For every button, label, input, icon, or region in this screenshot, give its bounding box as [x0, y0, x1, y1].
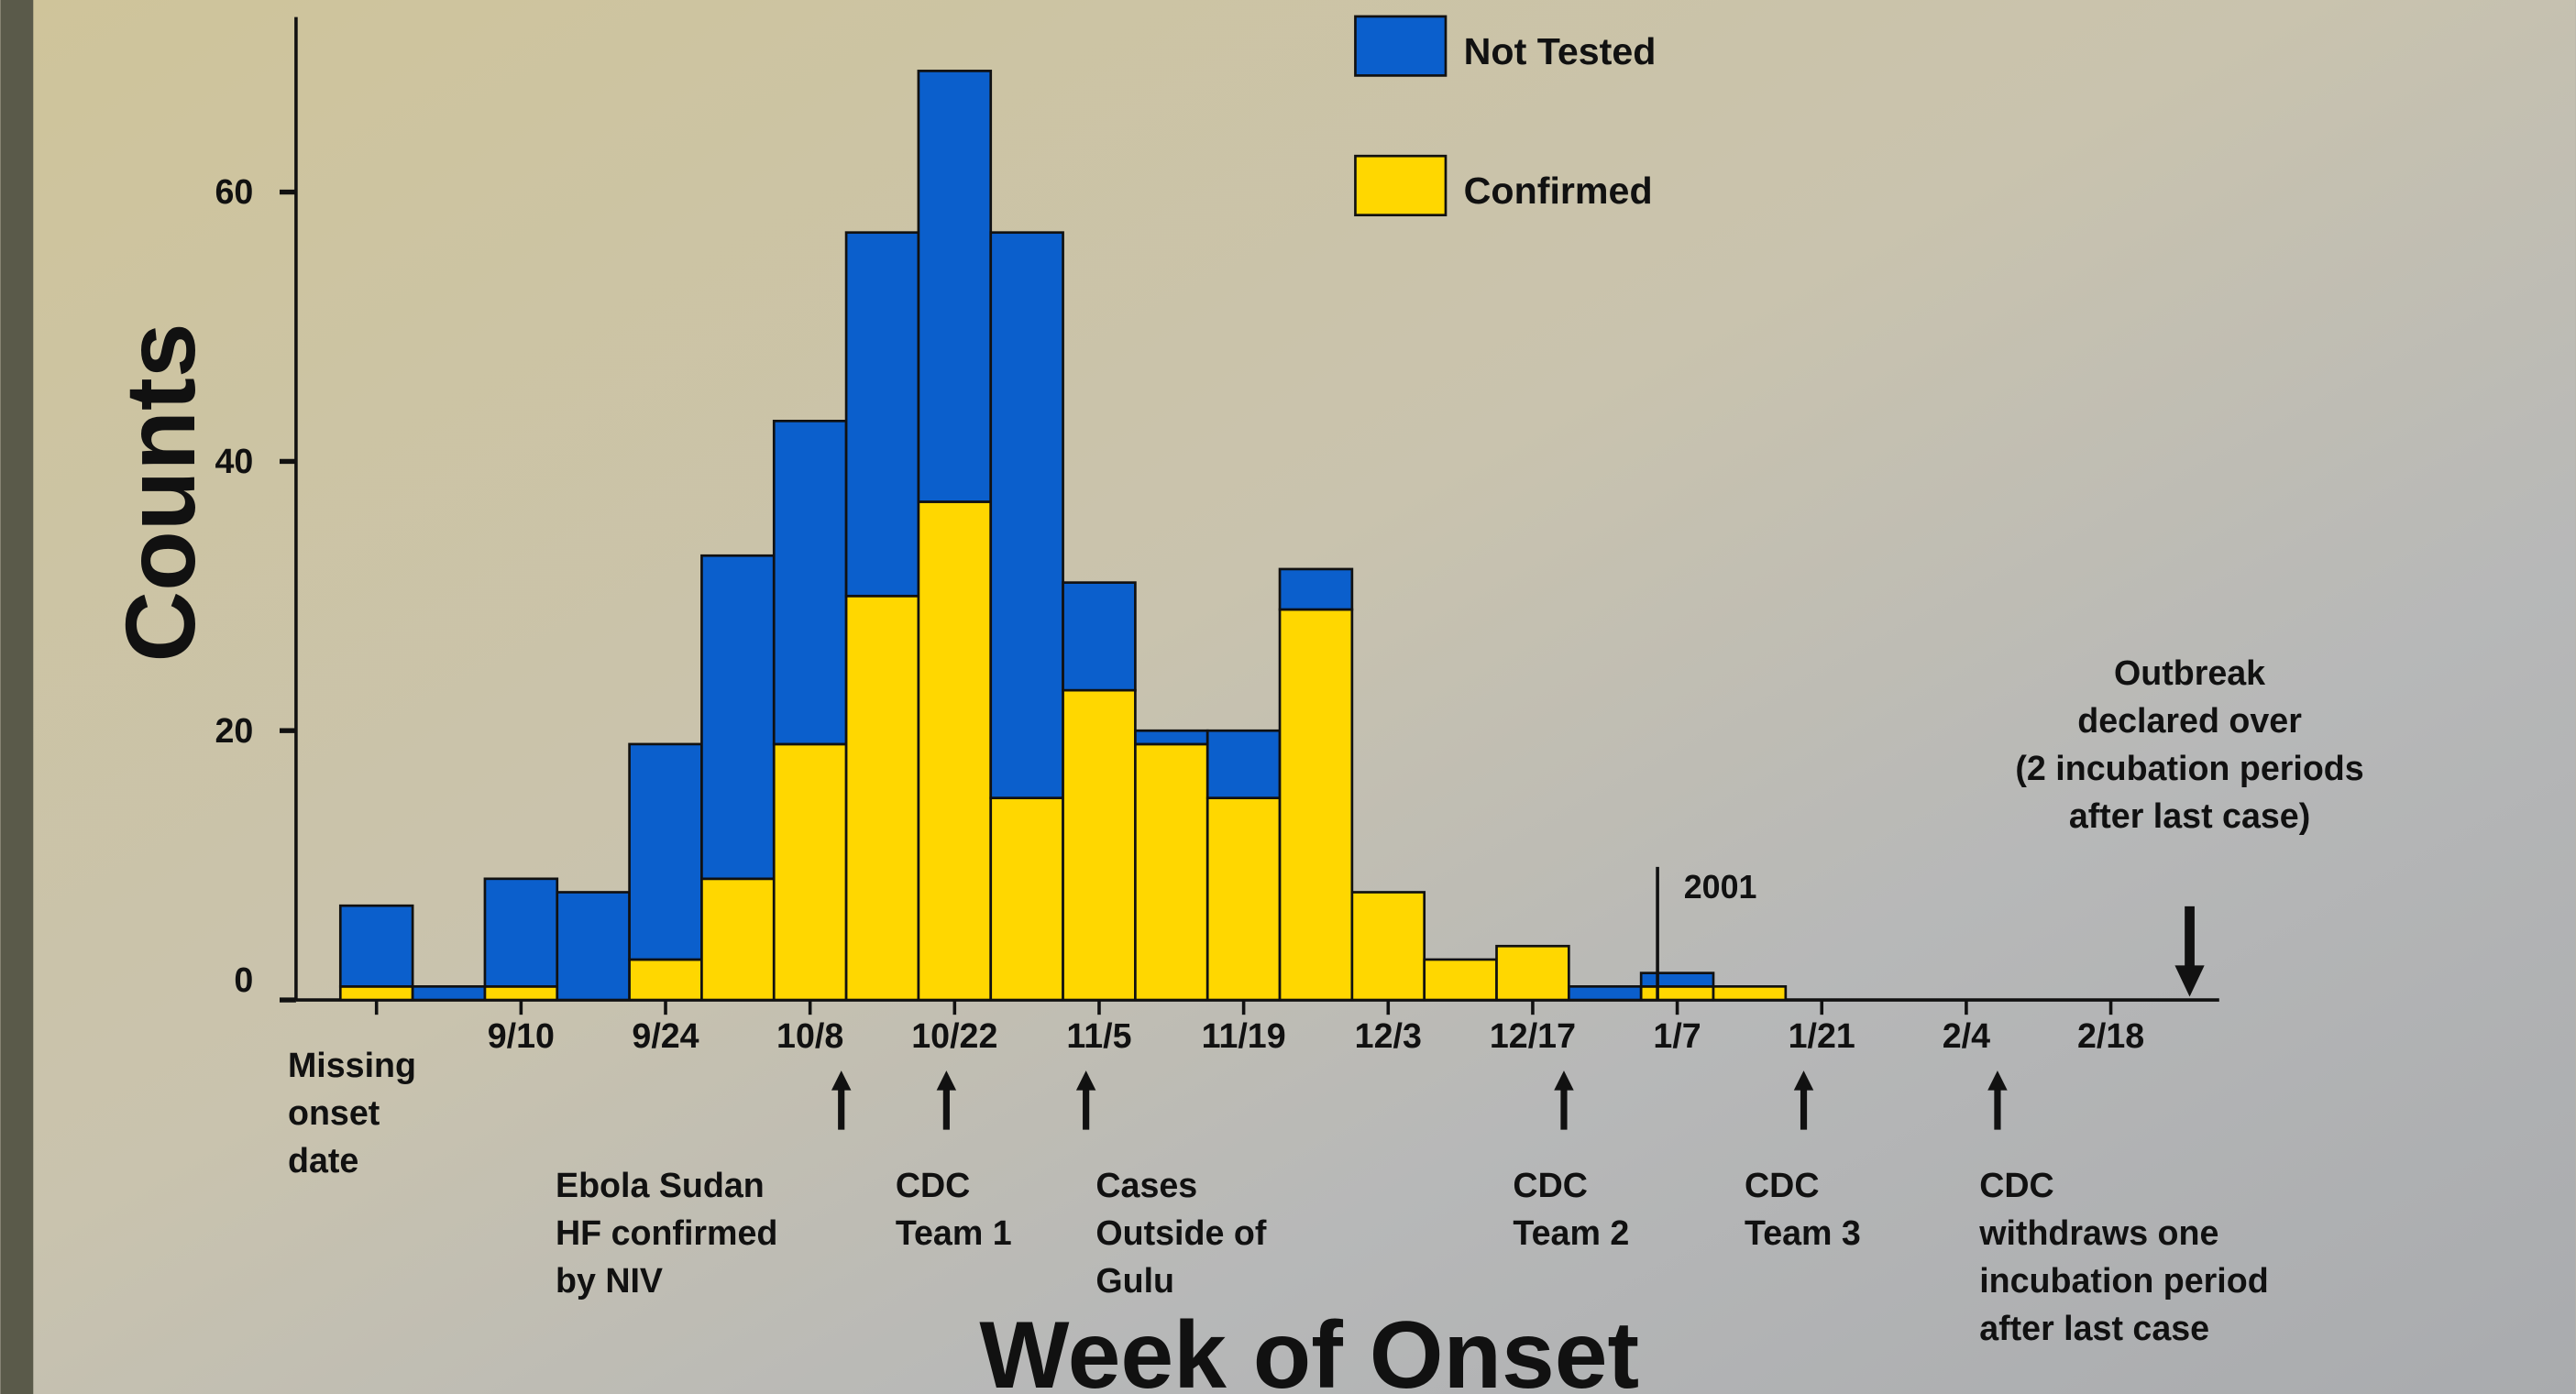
x-tick-label: 11/19 — [1202, 1016, 1286, 1055]
annotation-line: by NIV — [556, 1261, 663, 1300]
year-label: 2001 — [1684, 869, 1757, 906]
annotation-line: CDC — [1745, 1166, 1819, 1204]
annotation-line: withdraws one — [1978, 1213, 2218, 1252]
y-tick-label: 20 — [215, 711, 253, 750]
x-tick-label-line: date — [288, 1141, 358, 1180]
x-tick-label: 9/10 — [488, 1016, 555, 1055]
bar-segment — [1352, 893, 1425, 1001]
annotation-line: after last case — [1979, 1309, 2209, 1347]
x-tick-label: 2/18 — [2077, 1016, 2144, 1055]
bar-segment — [846, 596, 919, 1000]
bar-segment — [1063, 583, 1136, 691]
bar-segment — [774, 421, 846, 744]
legend-swatch — [1355, 16, 1446, 75]
bar-segment — [701, 879, 774, 1000]
bar-segment — [485, 986, 557, 1000]
bar-segment — [340, 986, 413, 1000]
bar-segment — [1641, 973, 1713, 987]
x-tick-label: 10/22 — [911, 1016, 997, 1055]
bar-segment — [1569, 986, 1641, 1000]
x-tick-label-line: Missing — [288, 1046, 416, 1084]
bar-segment — [919, 501, 991, 1000]
annotation-line: CDC — [1979, 1166, 2053, 1204]
bar-segment — [846, 233, 919, 597]
x-tick-label: 10/8 — [776, 1016, 843, 1055]
bar-segment — [413, 986, 485, 1000]
annotation-line: Cases — [1095, 1166, 1197, 1204]
annotation-line: HF confirmed — [556, 1213, 777, 1252]
page: {"chart_data": { "type": "stacked_bar", … — [0, 0, 2576, 1394]
bar-segment — [701, 555, 774, 879]
annotation-line: declared over — [2077, 701, 2302, 740]
bar-segment — [1280, 609, 1352, 1000]
legend-label: Not Tested — [1464, 30, 1657, 72]
x-tick-label: 2/4 — [1943, 1016, 1990, 1055]
annotation-line: CDC — [1513, 1166, 1587, 1204]
annotation-line: Team 1 — [896, 1213, 1012, 1252]
x-tick-label: 12/17 — [1490, 1016, 1576, 1055]
bar-segment — [1497, 946, 1569, 1000]
bar-segment — [1135, 744, 1207, 1000]
annotation-line: (2 incubation periods — [2015, 749, 2363, 787]
annotation-line: Outbreak — [2114, 653, 2265, 692]
bar-segment — [919, 71, 991, 501]
x-tick-label: 11/5 — [1066, 1016, 1131, 1055]
y-tick-label: 40 — [215, 442, 253, 480]
bar-segment — [340, 906, 413, 986]
annotation-line: incubation period — [1979, 1261, 2269, 1300]
x-tick-label: 1/21 — [1789, 1016, 1855, 1055]
bar-segment — [630, 960, 702, 1000]
x-axis-title: Week of Onset — [979, 1302, 1639, 1394]
y-tick-label: 60 — [215, 172, 253, 211]
bar-segment — [991, 798, 1063, 1000]
bar-segment — [1280, 569, 1352, 609]
x-tick-label-line: onset — [288, 1093, 380, 1132]
legend-swatch — [1355, 156, 1446, 214]
annotation-line: Team 3 — [1745, 1213, 1861, 1252]
chart: 0 20 40 60 Missing onset date 9/10 9/24 10/8 10/22… — [0, 0, 2576, 1394]
x-tick-label: 12/3 — [1355, 1016, 1422, 1055]
left-strip — [0, 0, 33, 1394]
bar-segment — [1425, 960, 1497, 1000]
annotation-line: Team 2 — [1513, 1213, 1629, 1252]
bar-segment — [630, 744, 702, 960]
y-tick-label: 0 — [234, 960, 253, 999]
annotation-line: Outside of — [1095, 1213, 1266, 1252]
bar-segment — [1063, 690, 1136, 1000]
y-axis-title: Counts — [105, 323, 215, 662]
bar-segment — [1207, 798, 1280, 1000]
annotation-line: Ebola Sudan — [556, 1166, 765, 1204]
annotation-line: after last case) — [2069, 796, 2310, 835]
x-tick-label: 9/24 — [632, 1016, 699, 1055]
bar-segment — [485, 879, 557, 987]
bar-segment — [774, 744, 846, 1000]
bar-segment — [1641, 986, 1713, 1000]
bar-segment — [1207, 730, 1280, 797]
legend-label: Confirmed — [1464, 170, 1653, 212]
bar-segment — [1135, 730, 1207, 744]
bar-segment — [1713, 986, 1786, 1000]
annotation-line: CDC — [896, 1166, 970, 1204]
bar-segment — [557, 893, 630, 1001]
x-tick-label: 1/7 — [1653, 1016, 1701, 1055]
annotation-line: Gulu — [1095, 1261, 1174, 1300]
bar-segment — [991, 233, 1063, 798]
